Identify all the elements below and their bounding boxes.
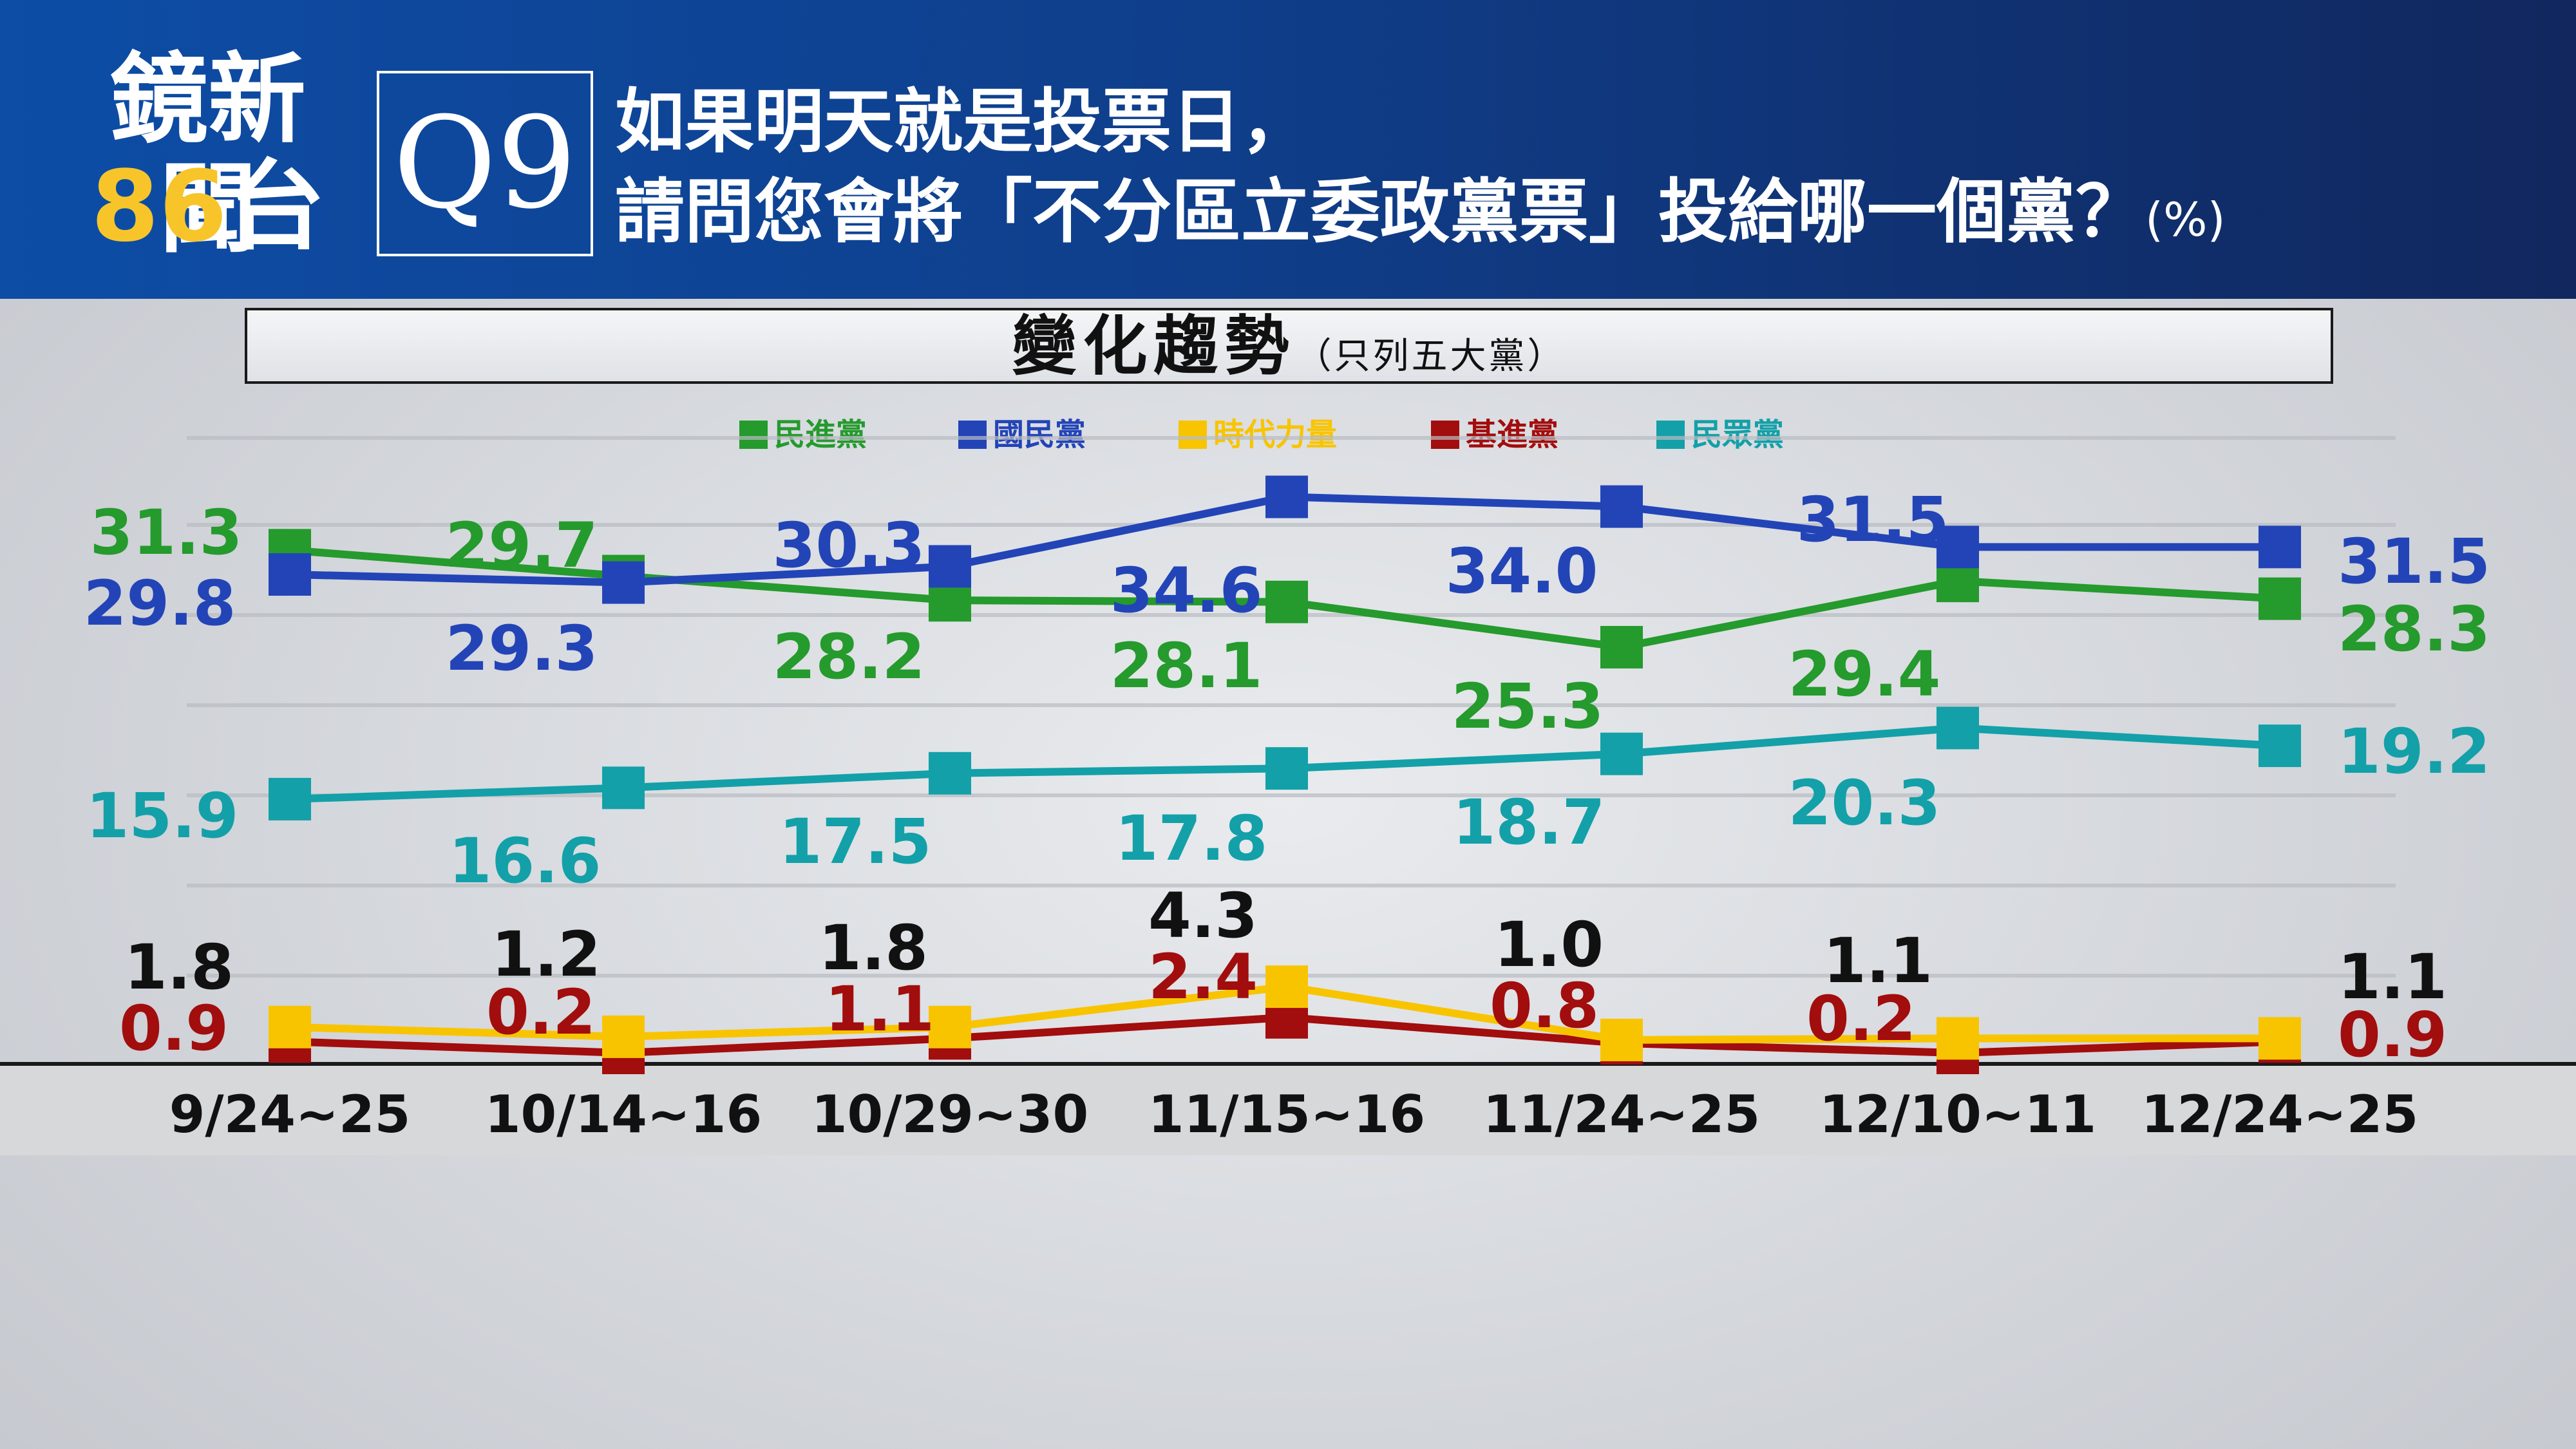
data-label-npp-5: 1.1 [1823,925,1933,997]
data-point-dpp-3 [1265,580,1308,623]
data-label-tsp-5: 0.2 [1806,983,1916,1055]
data-point-kmt-4 [1600,485,1643,528]
legend-swatch-dpp [739,421,768,449]
x-tick-label-2: 10/29~30 [811,1084,1088,1144]
question-text-line1: 如果明天就是投票日， [615,81,1311,162]
data-point-kmt-5 [1937,526,1979,569]
question-unit: (%) [2145,193,2226,247]
data-label-dpp-1: 29.7 [446,509,598,582]
x-tick-label-4: 11/24~25 [1483,1084,1760,1144]
data-label-tpp-5: 20.3 [1788,767,1941,839]
data-point-tpp-5 [1937,706,1979,750]
channel-logo-number: 86台 [70,152,346,261]
x-tick-label-1: 10/14~16 [485,1084,762,1144]
data-label-tpp-3: 17.8 [1115,802,1268,875]
legend-label-npp: 時代力量 [1213,417,1338,453]
data-point-kmt-6 [2259,526,2301,569]
data-label-tsp-0: 0.9 [119,992,229,1065]
data-point-npp-0 [269,1005,311,1048]
data-label-tsp-6: 0.9 [2338,999,2447,1071]
data-label-dpp-2: 28.2 [773,621,925,693]
legend-swatch-tsp [1431,421,1459,449]
data-label-tsp-2: 1.1 [825,973,934,1045]
data-label-tpp-4: 18.7 [1453,786,1605,858]
data-point-npp-6 [2259,1017,2301,1060]
data-label-kmt-5: 31.5 [1797,484,1949,556]
data-label-npp-6: 1.1 [2338,941,2447,1013]
data-point-kmt-0 [269,553,311,596]
data-point-dpp-4 [1600,625,1643,668]
x-tick-label-6: 12/24~25 [2141,1084,2418,1144]
data-label-dpp-5: 29.4 [1788,638,1941,710]
data-point-tpp-3 [1265,747,1308,790]
legend-label-dpp: 民進黨 [774,417,867,453]
legend-item-tpp: 民眾黨 [1656,412,1784,457]
legend-swatch-npp [1179,421,1207,449]
data-point-npp-2 [929,1005,971,1048]
data-label-npp-2: 1.8 [819,912,928,984]
channel-tai: 台 [227,149,325,263]
data-point-kmt-3 [1265,475,1308,518]
channel-number: 86 [91,149,227,263]
data-label-tpp-6: 19.2 [2338,715,2490,788]
data-label-tpp-1: 16.6 [449,825,601,897]
data-point-tpp-4 [1600,732,1643,775]
legend-swatch-kmt [958,421,987,449]
data-label-npp-0: 1.8 [124,931,234,1003]
data-label-dpp-6: 28.3 [2338,593,2490,665]
data-label-dpp-4: 25.3 [1452,670,1604,743]
data-point-kmt-1 [602,561,645,604]
legend-swatch-tpp [1656,421,1685,449]
data-label-npp-1: 1.2 [491,918,601,990]
legend-item-npp: 時代力量 [1179,412,1337,457]
data-label-kmt-0: 29.8 [84,567,236,639]
legend-label-tsp: 基進黨 [1466,417,1559,453]
trend-title: 變化趨勢 [1012,308,1296,384]
question-text: 請問您會將「不分區立委政黨票」投給哪一個黨？ [615,171,2146,252]
legend-item-kmt: 國民黨 [958,412,1086,457]
data-label-npp-4: 1.0 [1494,909,1604,981]
question-number: Q9 [377,71,593,256]
data-label-kmt-3: 34.6 [1110,554,1263,627]
data-label-tpp-0: 15.9 [86,780,239,852]
data-point-tpp-6 [2259,724,2301,768]
data-label-npp-3: 4.3 [1148,880,1258,952]
x-axis-band [0,1064,2576,1155]
data-point-npp-5 [1937,1017,1979,1060]
legend-item-dpp: 民進黨 [739,412,867,457]
data-point-tpp-0 [269,777,311,820]
data-label-kmt-4: 34.0 [1446,535,1598,607]
data-label-kmt-1: 29.3 [446,612,598,685]
legend-label-tpp: 民眾黨 [1691,417,1785,453]
chart-legend: 民進黨 國民黨 時代力量 基進黨 民眾黨 [0,412,2576,457]
data-point-tpp-2 [929,752,971,795]
header-banner: 鏡新聞 86台 Q9 如果明天就是投票日， 請問您會將「不分區立委政黨票」投給哪… [0,0,2576,299]
data-point-kmt-2 [929,545,971,588]
data-point-dpp-6 [2259,577,2301,620]
data-label-kmt-6: 31.5 [2338,526,2490,598]
data-label-dpp-3: 28.1 [1110,630,1263,702]
data-point-npp-4 [1600,1018,1643,1061]
data-label-tsp-3: 2.4 [1148,941,1258,1013]
data-label-kmt-2: 30.3 [773,509,925,582]
legend-item-tsp: 基進黨 [1431,412,1558,457]
legend-label-kmt: 國民黨 [993,417,1086,453]
data-point-npp-1 [602,1015,645,1058]
data-point-npp-3 [1265,965,1308,1009]
data-label-tpp-2: 17.5 [779,806,932,878]
x-tick-label-5: 12/10~11 [1819,1084,2096,1144]
channel-logo-name: 鏡新聞 [110,43,306,266]
trend-title-box: 變化趨勢（只列五大黨） [245,308,2333,384]
data-label-tsp-1: 0.2 [486,976,596,1048]
data-label-dpp-0: 31.3 [90,497,243,569]
trend-subtitle: （只列五大黨） [1295,336,1566,377]
x-tick-label-3: 11/15~16 [1148,1084,1425,1144]
data-label-tsp-4: 0.8 [1490,970,1599,1042]
data-point-tpp-1 [602,766,645,810]
question-text-line2: 請問您會將「不分區立委政黨票」投給哪一個黨？(%) [615,170,2226,261]
x-tick-label-0: 9/24~25 [169,1084,411,1144]
